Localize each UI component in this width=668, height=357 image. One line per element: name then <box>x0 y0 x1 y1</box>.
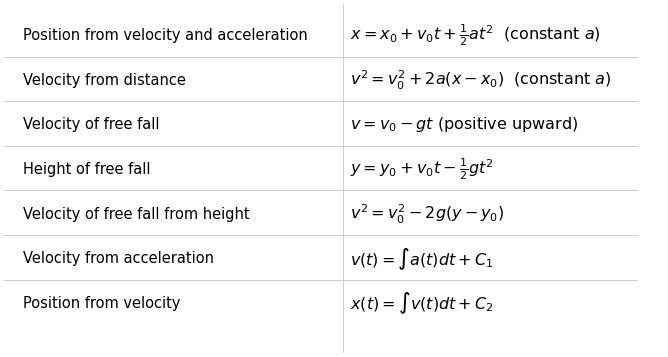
Text: $v(t) = \int a(t)dt + C_1$: $v(t) = \int a(t)dt + C_1$ <box>350 246 493 272</box>
Text: $v^2 = v_0^2 - 2g(y - y_0)$: $v^2 = v_0^2 - 2g(y - y_0)$ <box>350 202 504 226</box>
Text: Position from velocity: Position from velocity <box>23 296 180 311</box>
Text: Velocity from acceleration: Velocity from acceleration <box>23 251 214 266</box>
Text: Height of free fall: Height of free fall <box>23 162 151 177</box>
Text: Velocity from distance: Velocity from distance <box>23 73 186 88</box>
Text: Position from velocity and acceleration: Position from velocity and acceleration <box>23 28 308 43</box>
Text: $v = v_0 - gt$ (positive upward): $v = v_0 - gt$ (positive upward) <box>350 115 578 134</box>
Text: $y = y_0 + v_0 t - \frac{1}{2}gt^2$: $y = y_0 + v_0 t - \frac{1}{2}gt^2$ <box>350 156 494 182</box>
Text: $v^2 = v_0^2 + 2a(x - x_0)$  (constant $a$): $v^2 = v_0^2 + 2a(x - x_0)$ (constant $a… <box>350 69 611 92</box>
Text: $x(t) = \int v(t)dt + C_2$: $x(t) = \int v(t)dt + C_2$ <box>350 291 493 316</box>
Text: Velocity of free fall: Velocity of free fall <box>23 117 160 132</box>
Text: Velocity of free fall from height: Velocity of free fall from height <box>23 207 250 222</box>
Text: $x = x_0 + v_0 t + \frac{1}{2}at^2$  (constant $a$): $x = x_0 + v_0 t + \frac{1}{2}at^2$ (con… <box>350 22 601 49</box>
